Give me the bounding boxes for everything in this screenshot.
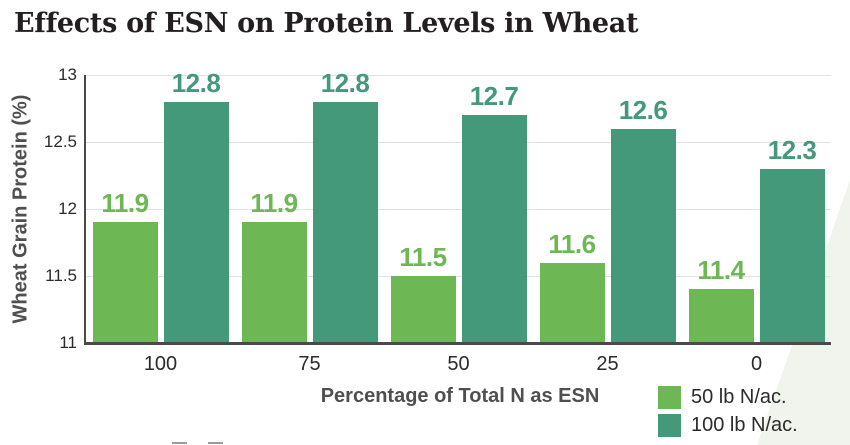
bar-value-label: 12.3 bbox=[767, 134, 817, 165]
bar bbox=[241, 222, 307, 343]
cropped-text-remnant bbox=[208, 442, 223, 444]
bar-value-label: 11.6 bbox=[548, 228, 596, 259]
legend: 50 lb N/ac. 100 lb N/ac. bbox=[658, 386, 798, 437]
y-tick-label: 11 bbox=[59, 333, 77, 352]
bar-value-label: 12.8 bbox=[320, 67, 370, 98]
y-tick-label: 12.5 bbox=[43, 132, 77, 151]
x-tick-label: 25 bbox=[596, 353, 619, 375]
bar bbox=[312, 101, 378, 343]
legend-item-100lb: 100 lb N/ac. bbox=[658, 414, 798, 437]
y-tick-label: 11.5 bbox=[45, 266, 77, 285]
bar bbox=[390, 276, 456, 343]
bar-value-label: 12.7 bbox=[469, 81, 519, 112]
legend-swatch-100lb-icon bbox=[658, 414, 681, 437]
bar-value-label: 12.8 bbox=[171, 67, 221, 98]
gridline bbox=[86, 74, 831, 76]
cropped-text-remnant bbox=[172, 442, 187, 444]
chart-title: Effects of ESN on Protein Levels in Whea… bbox=[14, 8, 639, 39]
x-axis-title: Percentage of Total N as ESN bbox=[320, 385, 600, 407]
x-tick-label: 0 bbox=[750, 353, 763, 375]
bar bbox=[163, 101, 229, 343]
x-tick-label: 100 bbox=[143, 353, 178, 375]
bar-value-label: 11.5 bbox=[399, 242, 447, 272]
gridline bbox=[86, 275, 831, 277]
bar-value-label: 11.4 bbox=[697, 255, 745, 286]
bar bbox=[759, 168, 825, 343]
legend-label-50lb: 50 lb N/ac. bbox=[691, 386, 787, 408]
y-axis-title: Wheat Grain Protein (%) bbox=[9, 94, 32, 324]
bar bbox=[610, 128, 676, 343]
gridline bbox=[86, 208, 831, 210]
bar bbox=[688, 289, 754, 343]
bar bbox=[539, 262, 605, 343]
y-tick-label: 13 bbox=[58, 65, 77, 84]
bar-value-label: 11.9 bbox=[250, 188, 298, 219]
gridline bbox=[86, 141, 831, 143]
bar bbox=[461, 115, 527, 343]
x-axis-line bbox=[84, 342, 831, 345]
bar-value-label: 11.9 bbox=[101, 188, 149, 219]
legend-label-100lb: 100 lb N/ac. bbox=[691, 414, 798, 436]
y-axis-line bbox=[84, 75, 86, 345]
bar-value-label: 12.6 bbox=[618, 94, 668, 125]
bar bbox=[92, 222, 158, 343]
y-tick-label: 12 bbox=[58, 199, 77, 218]
x-tick-label: 50 bbox=[447, 353, 470, 375]
legend-swatch-50lb-icon bbox=[658, 386, 681, 409]
legend-item-50lb: 50 lb N/ac. bbox=[658, 386, 798, 409]
x-tick-label: 75 bbox=[298, 353, 321, 375]
